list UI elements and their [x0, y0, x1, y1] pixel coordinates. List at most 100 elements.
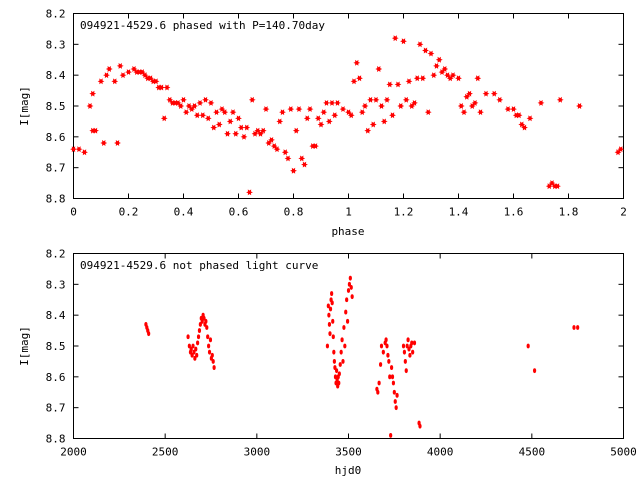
data-point — [130, 66, 138, 72]
data-point — [328, 99, 336, 106]
data-point — [518, 121, 526, 128]
data-point — [295, 106, 303, 113]
data-point — [100, 140, 108, 146]
data-point — [323, 99, 330, 106]
data-point — [196, 99, 204, 106]
data-point — [160, 115, 168, 122]
data-point — [344, 309, 348, 315]
data-point — [341, 359, 345, 364]
x-tick-label: 0 — [70, 206, 77, 219]
data-point — [259, 127, 267, 134]
data-point — [554, 183, 561, 190]
data-point — [334, 99, 341, 106]
data-point — [405, 78, 413, 85]
data-point — [206, 334, 210, 340]
data-point — [400, 38, 407, 45]
data-point — [174, 99, 182, 106]
data-point — [198, 322, 202, 327]
data-point — [194, 346, 198, 352]
data-point — [444, 72, 451, 79]
data-point — [89, 90, 97, 97]
data-point — [349, 285, 353, 290]
data-point — [510, 106, 517, 113]
data-point — [364, 127, 372, 134]
x-tick-label: 1.6 — [504, 206, 524, 219]
data-point — [403, 359, 407, 364]
data-point — [270, 143, 278, 150]
data-point — [92, 127, 99, 134]
data-point — [312, 143, 319, 150]
y-tick-label: 8.5 — [46, 340, 66, 353]
y-axis-ticks: 8.2 8.3 8.4 8.5 8.6 8.7 8.8 — [46, 8, 624, 206]
data-point — [389, 433, 393, 438]
data-point — [490, 90, 498, 97]
data-point — [212, 365, 216, 370]
data-point — [477, 109, 484, 116]
data-point — [468, 103, 476, 109]
data-point — [193, 355, 197, 361]
data-point — [576, 103, 583, 109]
data-point — [347, 281, 352, 287]
data-point — [401, 343, 406, 349]
data-point — [441, 66, 449, 72]
data-point — [424, 109, 432, 116]
x-tick-label: 3500 — [335, 446, 362, 459]
data-point — [328, 331, 332, 337]
data-point — [446, 75, 454, 82]
data-point — [433, 62, 440, 69]
plot-title: 094921-4529.6 not phased light curve — [80, 259, 318, 272]
data-point — [537, 99, 545, 106]
data-point — [455, 75, 462, 82]
data-point — [391, 380, 396, 386]
data-point — [70, 146, 77, 153]
data-point — [86, 103, 94, 109]
data-point — [397, 103, 405, 109]
data-point — [193, 112, 201, 119]
data-point — [418, 423, 422, 429]
x-axis-ticks: 0 0.2 0.4 0.6 0.8 1 1.2 1.4 1.6 1.8 2 — [70, 13, 627, 219]
data-point — [410, 340, 414, 346]
data-point — [254, 127, 262, 134]
data-point — [208, 337, 213, 343]
data-point — [188, 106, 196, 113]
data-point — [166, 96, 174, 103]
data-point — [388, 374, 392, 380]
data-point — [325, 343, 330, 349]
data-point — [375, 66, 383, 72]
data-point — [111, 78, 119, 85]
data-point — [343, 343, 347, 349]
x-tick-label: 0.6 — [229, 206, 249, 219]
data-point — [345, 109, 352, 116]
data-point — [211, 359, 215, 364]
data-point — [389, 365, 394, 370]
data-point — [207, 349, 212, 355]
data-point — [314, 115, 322, 122]
data-point — [526, 343, 530, 349]
data-point — [474, 75, 482, 82]
data-point — [292, 127, 300, 134]
data-point — [114, 140, 121, 146]
data-point — [340, 337, 344, 343]
data-point — [391, 35, 399, 42]
data-point — [389, 112, 396, 119]
data-point — [240, 133, 248, 140]
data-point — [287, 106, 295, 113]
data-point — [413, 75, 421, 82]
data-point — [200, 318, 204, 324]
data-point — [548, 180, 556, 187]
y-tick-label: 8.3 — [46, 38, 66, 51]
y-tick-label: 8.2 — [46, 8, 66, 21]
data-point — [438, 69, 446, 76]
data-point — [202, 96, 209, 103]
data-point — [276, 118, 284, 125]
data-point — [350, 294, 354, 300]
data-point — [330, 291, 334, 296]
data-point — [303, 115, 311, 122]
data-point — [372, 96, 380, 103]
data-point — [229, 109, 237, 116]
y-axis-label: I[mag] — [18, 326, 31, 366]
data-point — [218, 106, 226, 113]
data-point — [182, 109, 190, 116]
data-point — [405, 343, 409, 349]
data-point — [378, 362, 383, 367]
